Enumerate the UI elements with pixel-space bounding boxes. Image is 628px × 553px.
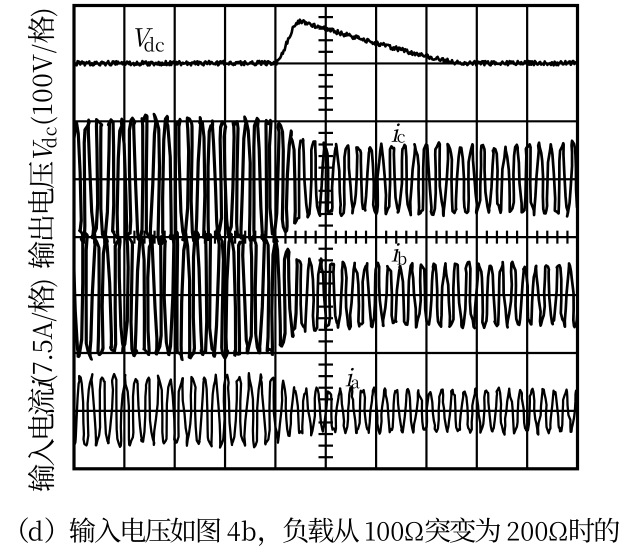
trace-labels <box>135 28 407 389</box>
y-axis-label-text-glyph <box>28 438 55 466</box>
caption-text-glyph <box>366 522 375 541</box>
y-axis-label-text-glyph <box>30 9 58 17</box>
caption-text-glyph <box>258 537 264 546</box>
trace-ib-echo <box>74 230 299 362</box>
caption-text-glyph <box>405 521 423 541</box>
y-axis-label-text-glyph <box>32 362 52 374</box>
y-axis-label-text-glyph <box>41 137 57 148</box>
trace-label-ic-glyph <box>397 133 405 143</box>
caption-text-glyph <box>28 520 43 541</box>
y-axis-label-text-glyph <box>46 127 57 136</box>
y-axis-label-text-glyph <box>28 16 55 43</box>
y-axis-label-text-glyph <box>31 44 57 54</box>
y-axis-label-output-voltage <box>27 9 58 269</box>
y-axis-label-text-glyph <box>30 375 58 382</box>
y-axis-label-text-glyph <box>32 54 53 73</box>
y-axis-label-text-glyph <box>30 280 58 287</box>
scope-graticule <box>72 3 580 471</box>
caption-text-glyph <box>283 517 308 543</box>
caption-text-glyph <box>570 517 595 543</box>
trace-label-ib-glyph <box>391 243 400 262</box>
caption-text-glyph <box>549 521 567 541</box>
trace-label-ia-glyph <box>345 367 354 387</box>
y-axis-label-text-glyph <box>28 161 55 189</box>
y-axis-label-text-glyph <box>49 355 53 359</box>
trace-label-vdc-glyph <box>144 36 155 52</box>
caption-text-glyph <box>170 517 195 543</box>
caption-text-glyph <box>450 517 476 543</box>
trace-label-ia <box>345 367 360 389</box>
caption-text-glyph <box>122 517 146 542</box>
y-axis-label-text-glyph <box>30 117 58 124</box>
y-axis-label-text <box>27 9 58 269</box>
caption-text-glyph <box>94 517 121 543</box>
trace-label-vdc <box>135 28 164 52</box>
trace-label-ib <box>391 243 407 265</box>
y-axis-label-text-glyph <box>32 104 52 114</box>
y-axis-label-text-glyph <box>28 413 54 438</box>
trace-label-ia-glyph <box>351 379 360 389</box>
trace-label-ic-glyph <box>391 123 400 142</box>
caption-text-glyph <box>475 517 501 543</box>
y-axis-label-text-glyph <box>31 380 52 390</box>
y-axis-label-text-glyph <box>28 285 55 313</box>
caption-text-glyph <box>333 518 360 543</box>
caption-text <box>20 517 620 546</box>
figure-caption <box>20 517 620 546</box>
trace-label-vdc-glyph <box>155 41 164 52</box>
trace-label-ic <box>391 123 405 143</box>
caption-text-glyph <box>425 517 451 543</box>
trace-label-vdc-glyph <box>135 28 153 47</box>
y-axis-label-text-glyph <box>28 216 54 240</box>
trace-ia <box>74 372 578 449</box>
caption-text-glyph <box>69 517 96 543</box>
caption-text-glyph <box>45 517 54 543</box>
y-axis-label-text-glyph <box>32 340 53 353</box>
trace-vdc <box>74 18 578 67</box>
caption-text-glyph <box>241 520 256 541</box>
y-axis-label-text-glyph <box>28 188 54 213</box>
caption-text-glyph <box>227 522 240 541</box>
trace-label-ib-glyph <box>397 251 407 265</box>
caption-text-glyph <box>308 517 334 543</box>
y-axis-label-text-glyph <box>32 139 53 159</box>
caption-text-glyph <box>20 517 29 543</box>
y-axis-label-text-glyph <box>27 241 55 269</box>
y-axis-label-text-glyph <box>31 312 57 322</box>
y-axis-label-text-glyph <box>32 321 52 340</box>
waveform-traces <box>74 18 578 449</box>
y-axis-label-text <box>27 280 58 492</box>
y-axis-label-input-current <box>27 280 58 492</box>
caption-text-glyph <box>197 518 221 543</box>
caption-text-glyph <box>145 518 171 543</box>
caption-text-glyph <box>507 521 519 541</box>
y-axis-label-text-glyph <box>27 388 55 415</box>
y-axis-label-text-glyph <box>27 464 55 492</box>
caption-text-glyph <box>595 517 620 543</box>
